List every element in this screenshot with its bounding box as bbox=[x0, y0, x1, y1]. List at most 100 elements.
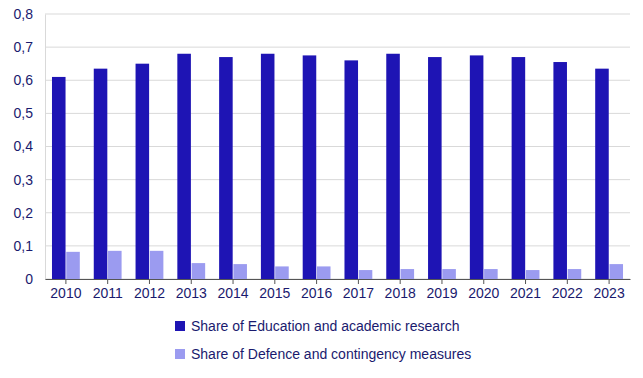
bar bbox=[275, 266, 289, 279]
tick-label: 2019 bbox=[426, 285, 457, 301]
tick: 2016 bbox=[301, 279, 332, 301]
tick-label: 0,2 bbox=[14, 205, 34, 221]
tick-label: 2018 bbox=[385, 285, 416, 301]
bar bbox=[177, 54, 191, 279]
bar bbox=[150, 251, 164, 279]
tick-label: 2015 bbox=[259, 285, 290, 301]
series bbox=[66, 251, 623, 279]
bar bbox=[136, 64, 150, 279]
legend-label: Share of Defence and contingency measure… bbox=[191, 346, 471, 362]
tick-mark bbox=[609, 279, 610, 284]
tick: 0 bbox=[25, 271, 45, 287]
tick-label: 0,1 bbox=[14, 238, 34, 254]
tick-label: 2023 bbox=[594, 285, 625, 301]
legend: Share of Education and academic research… bbox=[175, 318, 471, 362]
tick: 2013 bbox=[176, 279, 207, 301]
tick-label: 2016 bbox=[301, 285, 332, 301]
tick-label: 0,7 bbox=[14, 39, 34, 55]
tick: 2014 bbox=[217, 279, 248, 301]
tick-mark bbox=[483, 279, 484, 284]
tick: 2019 bbox=[426, 279, 457, 301]
tick: 0,1 bbox=[14, 238, 45, 254]
bar bbox=[344, 60, 358, 279]
tick: 2018 bbox=[385, 279, 416, 301]
bar bbox=[317, 266, 331, 279]
tick-label: 2017 bbox=[343, 285, 374, 301]
tick-mark bbox=[525, 279, 526, 284]
tick-mark bbox=[149, 279, 150, 284]
tick: 0,6 bbox=[14, 72, 45, 88]
bar bbox=[94, 69, 108, 279]
bar bbox=[303, 55, 317, 279]
tick-mark bbox=[567, 279, 568, 284]
axis-line bbox=[46, 279, 631, 280]
tick-label: 0,5 bbox=[14, 105, 34, 121]
bar bbox=[66, 252, 80, 279]
series bbox=[52, 54, 609, 279]
bar bbox=[470, 55, 484, 279]
tick-label: 0,3 bbox=[14, 172, 34, 188]
y-axis: 0 0,1 0,2 0,3 0,4 0,5 0,6 0,7 0,8 bbox=[14, 6, 46, 287]
bar bbox=[261, 54, 275, 279]
tick: 0,5 bbox=[14, 105, 45, 121]
tick-label: 2022 bbox=[552, 285, 583, 301]
tick: 0,4 bbox=[14, 138, 45, 154]
tick: 2011 bbox=[93, 279, 123, 301]
axis-line bbox=[45, 15, 46, 280]
x-axis: 2010201120122013201420152016201720182019… bbox=[46, 279, 631, 301]
tick: 2022 bbox=[552, 279, 583, 301]
tick-label: 2012 bbox=[134, 285, 165, 301]
grid-line bbox=[45, 212, 630, 213]
bar bbox=[428, 57, 442, 279]
tick-mark bbox=[233, 279, 234, 284]
grid-line bbox=[45, 80, 630, 81]
bar bbox=[192, 263, 206, 279]
bar bbox=[568, 269, 582, 279]
tick-mark bbox=[191, 279, 192, 284]
grid-line bbox=[45, 179, 630, 180]
bar bbox=[219, 57, 233, 279]
grid bbox=[45, 14, 630, 279]
tick-label: 0,4 bbox=[14, 138, 34, 154]
tick: 2023 bbox=[594, 279, 625, 301]
grid-line bbox=[45, 279, 630, 280]
legend-swatch bbox=[175, 349, 185, 359]
tick: 0,3 bbox=[14, 172, 45, 188]
tick-label: 2011 bbox=[93, 285, 123, 301]
bar bbox=[595, 69, 609, 279]
grid-line bbox=[45, 245, 630, 246]
grid-line bbox=[45, 113, 630, 114]
bar bbox=[526, 270, 540, 279]
tick-label: 0,8 bbox=[14, 6, 34, 22]
tick-label: 2014 bbox=[217, 285, 248, 301]
tick-mark bbox=[316, 279, 317, 284]
tick-label: 2013 bbox=[176, 285, 207, 301]
bar bbox=[484, 269, 498, 279]
chart: 00,10,20,30,40,50,60,70,8201020112012201… bbox=[0, 0, 643, 378]
tick-mark bbox=[65, 279, 66, 284]
tick: 2017 bbox=[343, 279, 374, 301]
bar bbox=[609, 264, 623, 279]
bar bbox=[401, 269, 415, 279]
tick: 0,8 bbox=[14, 6, 45, 22]
bar bbox=[386, 54, 400, 279]
bar bbox=[52, 77, 66, 279]
bar bbox=[553, 62, 567, 279]
tick: 2021 bbox=[510, 279, 541, 301]
tick-mark bbox=[358, 279, 359, 284]
bar bbox=[233, 264, 247, 279]
bar bbox=[359, 270, 373, 279]
bar bbox=[512, 57, 526, 279]
tick-mark bbox=[107, 279, 108, 284]
tick: 0,2 bbox=[14, 205, 45, 221]
tick-label: 2021 bbox=[510, 285, 541, 301]
legend-swatch bbox=[175, 321, 185, 331]
tick: 0,7 bbox=[14, 39, 45, 55]
bar bbox=[442, 269, 456, 279]
tick-mark bbox=[441, 279, 442, 284]
grid-line bbox=[45, 47, 630, 48]
legend-label: Share of Education and academic research bbox=[191, 318, 460, 334]
grid-line bbox=[45, 146, 630, 147]
tick-mark bbox=[400, 279, 401, 284]
tick-label: 2020 bbox=[468, 285, 499, 301]
